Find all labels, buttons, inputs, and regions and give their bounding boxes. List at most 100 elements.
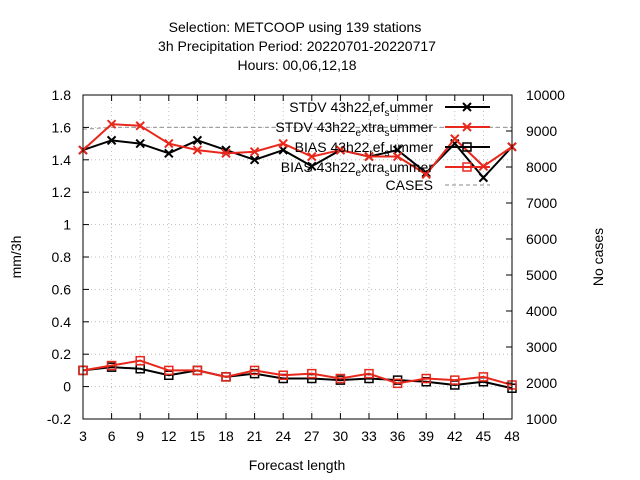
data-point-x-marker: [249, 155, 260, 165]
series-line: [82, 139, 513, 180]
data-point-square-marker: [421, 373, 431, 384]
data-point-x-marker: [462, 122, 472, 132]
data-point-x-marker: [307, 161, 317, 171]
data-point-x-marker: [364, 151, 374, 162]
x-tick-label: 6: [108, 428, 116, 444]
data-point-square-marker: [392, 378, 403, 389]
data-point-x-marker: [249, 146, 260, 157]
y-tick-label: 0: [63, 379, 71, 395]
y2-axis-label: No cases: [590, 228, 606, 286]
data-point-x-marker: [478, 172, 489, 183]
legend-label-part: ummer: [389, 119, 433, 135]
legend-label-subscript: s: [384, 148, 389, 159]
data-point-square-marker: [249, 365, 260, 376]
data-point-x-marker: [278, 138, 288, 149]
data-point-x-marker: [392, 151, 403, 162]
data-point-square-marker: [192, 365, 203, 376]
data-point-x-marker: [221, 148, 231, 159]
y-tick-label: 1.2: [52, 184, 72, 200]
series-1: [78, 119, 517, 180]
legend-label-part: CASES: [386, 177, 433, 193]
data-point-square-marker: [335, 373, 346, 384]
chart-title-line-3: Hours: 00,06,12,18: [237, 57, 356, 73]
data-point-square-marker: [462, 142, 472, 152]
series-line: [82, 366, 513, 390]
series-line: [82, 123, 513, 176]
legend-label-subscript: r: [369, 148, 373, 159]
series-line: [82, 359, 513, 386]
legend-label-part: STDV 43h22: [289, 99, 369, 115]
legend-label-subscript: e: [356, 128, 362, 139]
legend-label-part: xtra: [361, 119, 385, 135]
y2-tick-label: 2000: [526, 375, 557, 391]
legend-label-part: STDV 43h22: [275, 119, 355, 135]
data-point-x-marker: [106, 135, 117, 146]
x-tick-label: 45: [476, 428, 492, 444]
data-point-square-marker: [164, 365, 174, 376]
data-point-square-marker: [278, 370, 288, 381]
legend-label-part: ummer: [389, 139, 433, 155]
x-tick-label: 9: [136, 428, 144, 444]
x-tick-label: 21: [247, 428, 263, 444]
x-tick-label: 30: [333, 428, 349, 444]
x-tick-label: 3: [79, 428, 87, 444]
data-point-square-marker: [364, 368, 374, 379]
legend-label: STDV 43h22extrasummer: [275, 119, 433, 139]
data-point-x-marker: [462, 102, 472, 112]
y2-tick-label: 9000: [526, 123, 557, 139]
y2-tick-label: 7000: [526, 195, 557, 211]
x-tick-label: 42: [447, 428, 463, 444]
y-tick-label: 1: [63, 217, 71, 233]
data-point-x-marker: [192, 135, 203, 146]
legend-label: STDV 43h22refsummer: [289, 99, 433, 119]
series-line: [82, 126, 512, 130]
y-axis-label: mm/3h: [8, 236, 24, 279]
legend-label-subscript: s: [384, 168, 389, 179]
data-point-x-marker: [192, 145, 203, 155]
x-tick-label: 36: [390, 428, 406, 444]
y2-tick-label: 1000: [526, 411, 557, 427]
data-point-x-marker: [164, 148, 174, 159]
x-axis-label: Forecast length: [249, 457, 346, 473]
data-point-x-marker: [307, 151, 317, 162]
legend-label-subscript: s: [384, 108, 389, 119]
ticks: -0.2 0 0.2 0.4 0.6 0.8 1 1.2 1.4 1.6 1.8 1000 2000 30…: [47, 87, 565, 444]
y2-tick-label: 6000: [526, 231, 557, 247]
x-tick-label: 24: [275, 428, 291, 444]
legend-label-subscript: s: [384, 128, 389, 139]
data-point-x-marker: [106, 119, 117, 129]
legend-label: BIAS 43h22refsummer: [295, 139, 434, 159]
y-tick-label: 1.4: [52, 152, 72, 168]
chart-title-line-2: 3h Precipitation Period: 20220701-202207…: [158, 38, 436, 54]
y2-tick-label: 10000: [526, 87, 565, 103]
series-layer: [78, 119, 517, 393]
chart-title-line-1: Selection: METCOOP using 139 stations: [169, 19, 422, 35]
y2-tick-label: 5000: [526, 267, 557, 283]
data-point-x-marker: [421, 169, 431, 180]
legend-label-part: BIAS 43h22: [281, 159, 356, 175]
legend-label-part: ummer: [389, 99, 433, 115]
x-tick-label: 12: [161, 428, 177, 444]
x-tick-label: 18: [218, 428, 234, 444]
y-tick-label: -0.2: [47, 411, 71, 427]
data-point-x-marker: [164, 138, 174, 149]
legend-label-part: ummer: [389, 159, 433, 175]
y-tick-label: 1.6: [52, 119, 72, 135]
data-point-x-marker: [335, 145, 346, 155]
y-tick-label: 0.6: [52, 281, 72, 297]
x-tick-label: 48: [504, 428, 520, 444]
chart-title: Selection: METCOOP using 139 stations 3h…: [158, 19, 436, 73]
y2-tick-label: 8000: [526, 159, 557, 175]
y-tick-label: 0.8: [52, 249, 72, 265]
data-point-square-marker: [450, 375, 460, 385]
data-point-square-marker: [135, 355, 145, 366]
x-tick-label: 39: [418, 428, 434, 444]
data-point-square-marker: [462, 162, 472, 172]
legend-label-part: xtra: [361, 159, 385, 175]
x-tick-label: 33: [361, 428, 377, 444]
data-point-x-marker: [135, 138, 145, 149]
series-4: [82, 126, 512, 130]
legend-label-part: ef: [373, 139, 385, 155]
